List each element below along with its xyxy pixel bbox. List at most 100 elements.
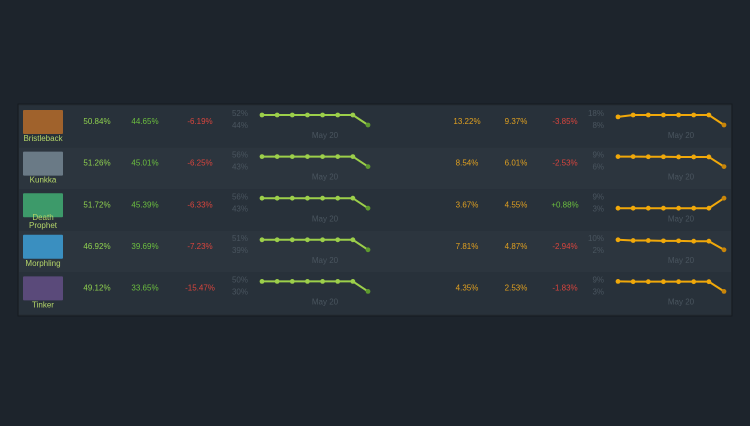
spark-point	[645, 154, 651, 160]
stat: 4.55%	[505, 200, 528, 209]
spark-x: May 20	[312, 173, 339, 182]
hero-icon	[23, 151, 63, 176]
stat: 45.39%	[131, 200, 158, 209]
spark-max: 9%	[592, 276, 604, 285]
spark-point	[630, 154, 636, 160]
spark-point	[630, 205, 636, 211]
spark-min: 43%	[232, 204, 248, 213]
spark-max: 52%	[232, 109, 248, 118]
stat: 45.01%	[131, 159, 158, 168]
stat: -15.47%	[185, 284, 215, 293]
spark-max: 9%	[592, 151, 604, 160]
spark-max: 51%	[232, 234, 248, 243]
spark-point	[721, 122, 727, 128]
spark-point	[706, 279, 712, 285]
spark-point	[645, 238, 651, 243]
spark-point	[320, 279, 325, 284]
spark-point	[335, 112, 341, 118]
spark-point	[259, 112, 265, 118]
spark-point	[630, 112, 636, 118]
spark-x: May 20	[668, 256, 695, 265]
spark-line	[618, 197, 725, 210]
hero-icon	[23, 276, 63, 301]
spark-line	[262, 280, 369, 293]
spark-point	[365, 205, 371, 211]
row-bg	[19, 189, 731, 231]
hero-name: Tinker	[32, 301, 54, 310]
stat: 3.67%	[456, 200, 479, 209]
spark-line	[618, 155, 725, 168]
spark-point	[289, 154, 295, 160]
spark-x: May 20	[312, 214, 339, 223]
spark-point	[661, 238, 666, 244]
spark-line	[262, 238, 369, 251]
spark-point	[259, 154, 265, 160]
spark-point	[721, 247, 727, 253]
hero-icon	[23, 234, 63, 259]
spark-point	[661, 205, 666, 211]
spark-point	[335, 279, 341, 284]
spark-point	[259, 195, 265, 201]
spark-point	[274, 237, 280, 243]
spark-max: 10%	[588, 234, 604, 243]
spark-min: 39%	[232, 246, 248, 255]
hero-icon	[23, 193, 63, 218]
spark-point	[691, 279, 697, 285]
spark-point	[676, 279, 681, 285]
spark-point	[289, 237, 295, 243]
spark-point	[259, 237, 265, 243]
hero-name: Death Prophet	[29, 213, 58, 230]
spark-point	[274, 112, 280, 118]
spark-point	[615, 114, 621, 120]
spark-point	[615, 205, 621, 211]
stat: -6.33%	[187, 200, 212, 209]
stat: 50.84%	[83, 117, 110, 126]
spark-point	[661, 154, 666, 160]
spark-point	[706, 205, 712, 211]
hero-name: Kunkka	[30, 176, 57, 185]
hero-name: Morphling	[25, 259, 60, 268]
spark-point	[676, 112, 681, 118]
spark-x: May 20	[312, 131, 339, 140]
spark-min: 30%	[232, 288, 248, 297]
spark-x: May 20	[312, 298, 339, 307]
spark-point	[661, 279, 666, 285]
spark-point	[274, 279, 280, 284]
spark-point	[350, 154, 356, 160]
spark-line	[262, 155, 369, 168]
stat: 9.37%	[505, 117, 528, 126]
stat: 44.65%	[131, 117, 158, 126]
spark-max: 50%	[232, 276, 248, 285]
hero-name-line: Prophet	[29, 221, 58, 230]
spark-point	[274, 154, 280, 160]
spark-point	[630, 279, 636, 285]
stat: 2.53%	[505, 284, 528, 293]
spark-point	[676, 238, 681, 244]
spark-point	[721, 289, 727, 294]
stat: 46.92%	[83, 242, 110, 251]
stat: 51.72%	[83, 200, 110, 209]
spark-point	[365, 247, 371, 253]
spark-min: 3%	[592, 288, 604, 297]
stat: 49.12%	[83, 284, 110, 293]
stat: 51.26%	[83, 159, 110, 168]
spark-point	[645, 279, 651, 285]
spark-max: 18%	[588, 109, 604, 118]
hero-icon	[23, 110, 63, 134]
spark-point	[630, 238, 636, 243]
spark-max: 56%	[232, 192, 248, 201]
spark-point	[661, 112, 666, 118]
spark-point	[305, 279, 310, 284]
stat: -6.25%	[187, 159, 212, 168]
spark-point	[721, 195, 727, 201]
spark-line	[262, 114, 369, 126]
spark-max: 56%	[232, 151, 248, 160]
spark-min: 44%	[232, 121, 248, 130]
spark-min: 2%	[592, 246, 604, 255]
spark-point	[365, 289, 371, 294]
spark-x: May 20	[668, 214, 695, 223]
row-bg	[19, 147, 731, 190]
stat: -1.83%	[552, 284, 577, 293]
spark-point	[289, 279, 295, 284]
